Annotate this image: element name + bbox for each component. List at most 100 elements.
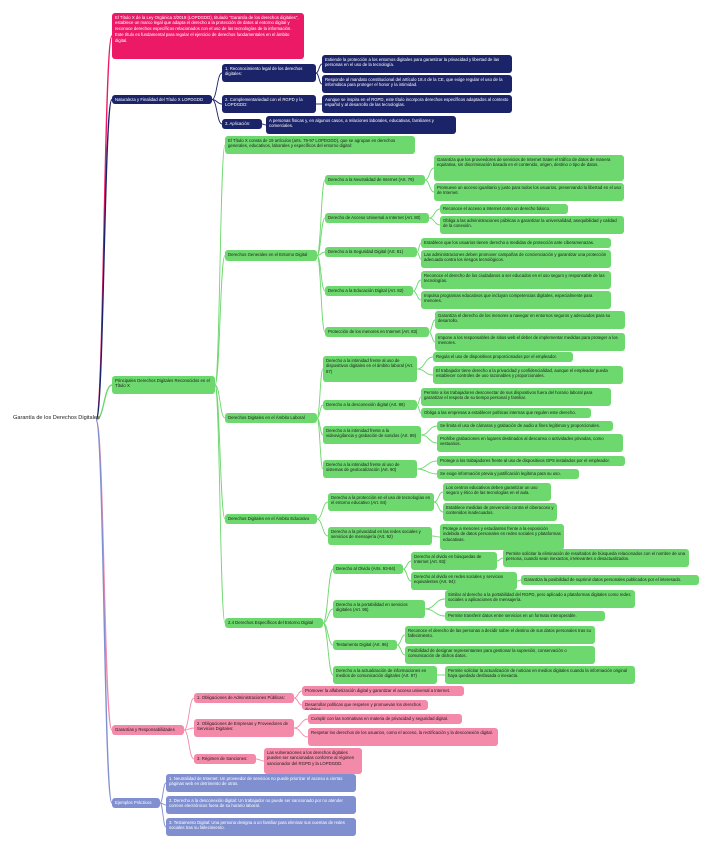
- topic-acc1[interactable]: Reconoce el acceso a Internet como un de…: [440, 204, 568, 214]
- connector-neu-neu2: [424, 179, 435, 193]
- topic-des1[interactable]: Permite a los trabajadores desconectar d…: [421, 388, 611, 406]
- topic-gar2[interactable]: 2. Obligaciones de Empresas y Proveedore…: [194, 719, 294, 737]
- connector-gar1-gar1b: [293, 697, 303, 706]
- topic-int2[interactable]: El trabajador tiene derecho a la privaci…: [433, 366, 623, 384]
- topic-vid[interactable]: Derecho a la intimidad frente a la video…: [323, 426, 421, 444]
- connector-gar1-gar1a: [293, 690, 303, 699]
- topic-nat1[interactable]: 1. Reconocimiento legal de los derechos …: [222, 64, 316, 82]
- topic-edu2[interactable]: Impulsa programas educativos que incluya…: [421, 291, 611, 309]
- connector-geo-geo1: [416, 460, 438, 470]
- connector-olv1-olv1a: [496, 557, 504, 562]
- topic-acc[interactable]: Derecho de Acceso Universal a Internet (…: [325, 213, 429, 223]
- connector-lab-des: [316, 404, 324, 419]
- topic-olv1a[interactable]: Permite solicitar la eliminación de resu…: [503, 549, 689, 567]
- topic-acc2[interactable]: Obliga a las administraciones públicas a…: [440, 216, 624, 234]
- topic-pdat[interactable]: Derecho a la protección en el uso de tec…: [328, 493, 434, 511]
- topic-int[interactable]: Derecho a la intimidad frente al uso de …: [323, 356, 417, 382]
- connector-nat3-nat3a: [261, 123, 267, 126]
- topic-pri0[interactable]: El Título X consta de 19 artículos (arts…: [225, 136, 415, 154]
- topic-gen[interactable]: Derechos Generales en el Entorno Digital: [225, 250, 317, 261]
- connector-esp-act: [322, 622, 334, 676]
- topic-vid1[interactable]: Se limita el uso de cámaras y grabación …: [437, 421, 613, 431]
- topic-red1[interactable]: Protege a menores y estudiantes frente a…: [440, 524, 564, 550]
- topic-olv2[interactable]: Derecho al olvido en redes sociales y se…: [411, 572, 517, 590]
- connector-esp-olv: [322, 568, 334, 624]
- topic-pdat1[interactable]: Los centros educativos deben garantizar …: [443, 483, 551, 501]
- topic-men[interactable]: Protección de los menores en Internet (A…: [325, 327, 429, 337]
- topic-int1[interactable]: Regula el uso de dispositivos proporcion…: [433, 352, 573, 362]
- topic-por1[interactable]: Similar al derecho a la portabilidad del…: [445, 590, 635, 608]
- topic-geo[interactable]: Derecho a la intimidad frente al uso de …: [323, 460, 417, 478]
- connector-gar2-gar2b: [293, 727, 309, 738]
- topic-gar1b[interactable]: Desarrollar políticas que respeten y pro…: [302, 700, 428, 710]
- topic-nat2a[interactable]: Aunque se inspira en el RGPD, este títul…: [322, 95, 512, 113]
- topic-olv2a[interactable]: Garantiza la posibilidad de suprimir dat…: [521, 575, 699, 585]
- topic-gar2a[interactable]: Cumplir con las normativas en materia de…: [308, 714, 462, 724]
- topic-seg1[interactable]: Establece que los usuarios tienen derech…: [421, 238, 611, 248]
- topic-des2[interactable]: Obliga a las empresas a establecer polít…: [421, 408, 591, 418]
- topic-seg2[interactable]: Las administraciones deben promover camp…: [421, 250, 611, 268]
- topic-vid2[interactable]: Prohíbe grabaciones en lugares destinado…: [437, 434, 623, 452]
- topic-gar[interactable]: Garantías y Responsabilidades: [112, 725, 184, 735]
- topic-olv[interactable]: Derecho al Olvido (Arts. 93-94): [333, 564, 403, 574]
- topic-des[interactable]: Derecho a la desconexión digital (Art. 8…: [323, 400, 417, 410]
- topic-lab[interactable]: Derechos Digitales en el Ámbito Laboral: [225, 413, 317, 423]
- topic-intro[interactable]: El Título X de la Ley Orgánica 3/2018 (L…: [112, 13, 304, 59]
- topic-neu2[interactable]: Promueve un acceso igualitario y justo p…: [434, 183, 624, 201]
- topic-eje3[interactable]: 3. Testamento Digital: Una persona desig…: [166, 818, 356, 836]
- connector-gar2-gar2a: [293, 718, 309, 729]
- topic-edu1[interactable]: Reconoce el derecho de los ciudadanos a …: [421, 271, 611, 289]
- connector-gen-neu: [316, 179, 326, 256]
- connector-nat1-nat1b: [315, 72, 323, 85]
- topic-tes2[interactable]: Posibilidad de designar representantes p…: [405, 646, 595, 664]
- connector-esp-por: [322, 608, 334, 624]
- topic-neu1[interactable]: Garantiza que los proveedores de servici…: [434, 155, 624, 181]
- topic-tes1[interactable]: Reconoce el derecho de las personas a de…: [405, 626, 595, 644]
- topic-eje2[interactable]: 2. Derecho a la desconexión digital: Un …: [166, 796, 356, 814]
- topic-eje1[interactable]: 1. Neutralidad de Internet: Un proveedor…: [166, 774, 356, 792]
- connector-root-intro: [95, 35, 113, 421]
- topic-nat3[interactable]: 3. Aplicación:: [222, 119, 262, 129]
- connector-olv-olv2: [402, 568, 412, 582]
- topic-eje[interactable]: Ejemplos Prácticos: [112, 798, 160, 808]
- connector-men-men2: [428, 331, 436, 343]
- topic-act[interactable]: Derecho a la actualización de informacio…: [333, 666, 437, 684]
- topic-nat1a[interactable]: Extiende la protección a los entornos di…: [322, 55, 512, 73]
- topic-olv1[interactable]: Derecho al olvido en búsquedas de Intern…: [411, 552, 497, 570]
- connector-nat-nat1: [211, 72, 223, 100]
- topic-nat2[interactable]: 2. Complementariedad con el RGPD y la LO…: [222, 95, 316, 113]
- connector-nat1-nat1a: [315, 63, 323, 74]
- topic-gar2b[interactable]: Respetar los derechos de los usuarios, c…: [308, 728, 498, 746]
- topic-nat1b[interactable]: Responde al mandato constitucional del a…: [322, 75, 512, 93]
- topic-tes[interactable]: Testamento Digital (Art. 96): [333, 640, 397, 650]
- connector-gar-gar2: [183, 727, 195, 731]
- topic-por[interactable]: Derecho a la portabilidad en servicios d…: [333, 600, 425, 618]
- topic-act1[interactable]: Permite solicitar la actualización de no…: [445, 666, 635, 684]
- root-topic[interactable]: Garantía de los Derechos Digitales: [13, 414, 100, 421]
- topic-gar3[interactable]: 3. Régimen de Sanciones:: [194, 754, 256, 764]
- topic-geo2[interactable]: Se exige información previa y justificac…: [437, 469, 579, 479]
- connector-root-pri: [95, 384, 113, 421]
- connector-acc-acc2: [428, 217, 441, 226]
- topic-neu[interactable]: Derecho a la Neutralidad de Internet (Ar…: [325, 175, 425, 185]
- topic-men2[interactable]: Impone a los responsables de sitios web …: [435, 333, 625, 351]
- topic-men1[interactable]: Garantiza el derecho de los menores a na…: [435, 311, 625, 329]
- topic-gar3a[interactable]: Las vulneraciones a los derechos digital…: [264, 748, 362, 774]
- topic-por2[interactable]: Permite transferir datos entre servicios…: [445, 611, 605, 621]
- topic-geo1[interactable]: Protege a los trabajadores frente al uso…: [437, 456, 625, 466]
- topic-pri[interactable]: Principales Derechos Digitales Reconocid…: [112, 376, 215, 394]
- topic-pdat2[interactable]: Establece medidas de prevención contra e…: [443, 503, 557, 521]
- topic-gar1[interactable]: 1. Obligaciones de Administraciones Públ…: [194, 693, 294, 703]
- topic-gar1a[interactable]: Promover la alfabetización digital y gar…: [302, 686, 464, 696]
- connector-por-por1: [424, 598, 446, 610]
- topic-seg[interactable]: Derecho a la Seguridad Digital (Art. 81): [325, 247, 417, 257]
- topic-dedu[interactable]: Derechos Digitales en el Ámbito Educativ…: [225, 514, 317, 524]
- connector-acc-acc1: [428, 208, 441, 219]
- connector-pri-pri0: [214, 144, 226, 386]
- topic-red[interactable]: Derecho a la privacidad en las redes soc…: [328, 527, 432, 545]
- topic-nat[interactable]: Naturaleza y Finalidad del Título X LOPD…: [112, 95, 212, 104]
- topic-nat3a[interactable]: A personas físicas y, en algunos casos, …: [266, 116, 456, 134]
- topic-esp[interactable]: 2.4 Derechos Específicos del Entorno Dig…: [225, 618, 323, 628]
- connector-lab-geo: [316, 417, 324, 470]
- topic-edu[interactable]: Derecho a la Educación Digital (Art. 82): [325, 286, 413, 296]
